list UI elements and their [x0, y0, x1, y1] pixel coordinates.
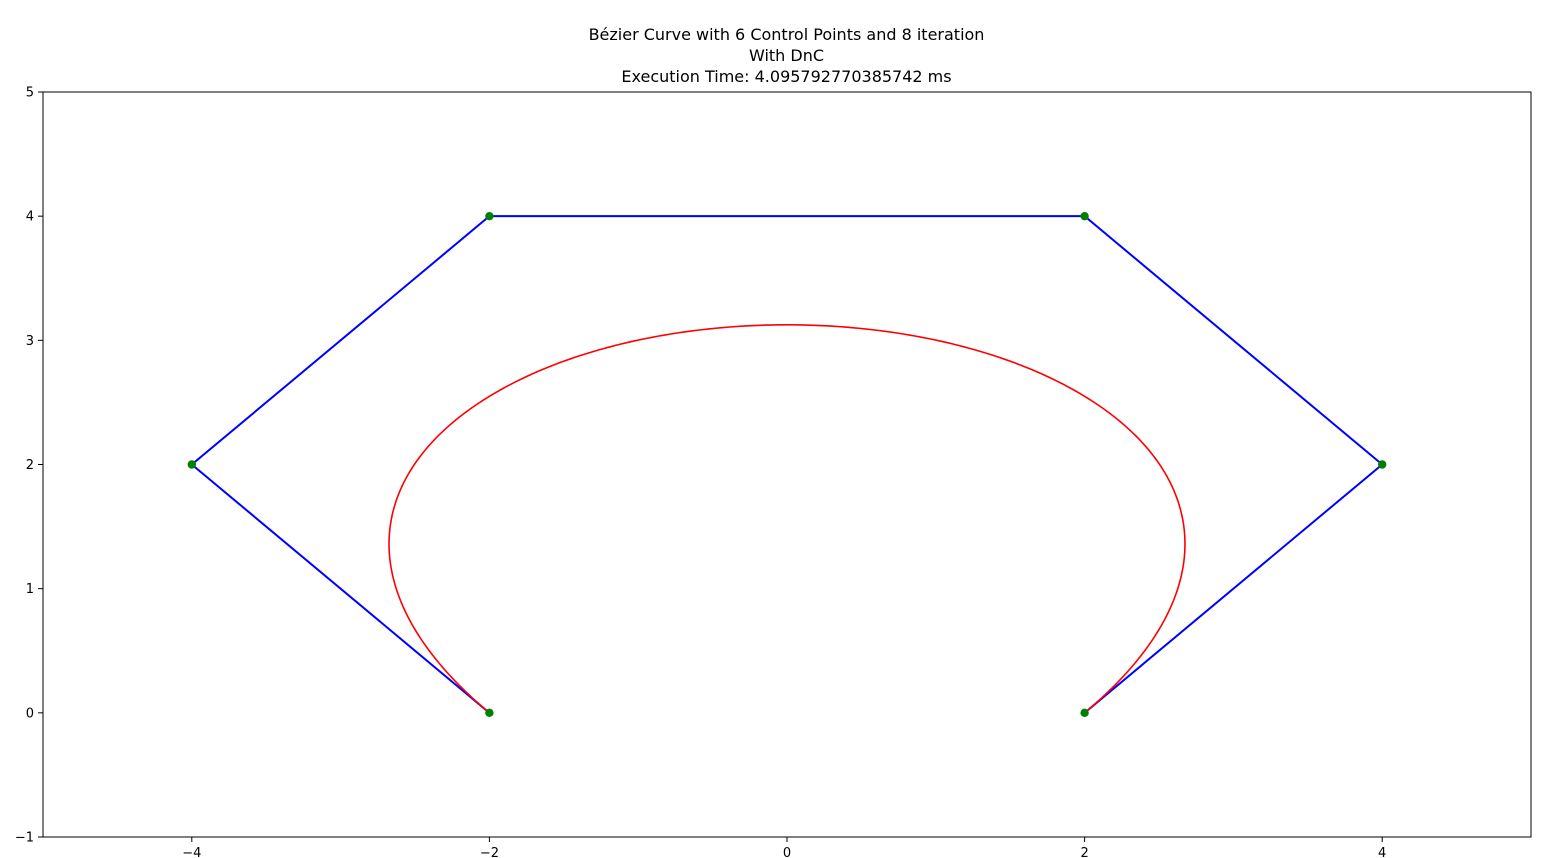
control-point-5 — [1378, 460, 1387, 469]
y-tick-label: −1 — [15, 831, 34, 846]
y-tick-label: 1 — [26, 582, 34, 597]
x-tick-label: 0 — [783, 846, 791, 858]
chart-title-line-2: With DnC — [748, 46, 825, 65]
chart-title-line-1: Bézier Curve with 6 Control Points and 8… — [588, 25, 985, 44]
control-point-4 — [1080, 211, 1089, 221]
x-tick-label: −4 — [182, 846, 201, 858]
y-tick-label: 2 — [26, 458, 34, 473]
y-tick-label: 0 — [26, 706, 34, 721]
control-point-3 — [485, 211, 494, 221]
chart-title-line-3: Execution Time: 4.095792770385742 ms — [621, 67, 952, 86]
control-point-2 — [187, 460, 196, 469]
x-tick-label: 4 — [1378, 846, 1386, 858]
control-point-1 — [485, 708, 494, 718]
y-tick-label: 5 — [26, 86, 34, 101]
y-tick-label: 4 — [26, 210, 34, 225]
x-tick-label: −2 — [480, 846, 499, 858]
y-tick-label: 3 — [26, 334, 34, 349]
control-polygon-line — [190, 215, 1384, 714]
x-tick-label: 2 — [1080, 846, 1088, 858]
axes-frame — [42, 91, 1532, 838]
control-point-6 — [1080, 708, 1089, 718]
bezier-curve-line — [388, 324, 1186, 714]
